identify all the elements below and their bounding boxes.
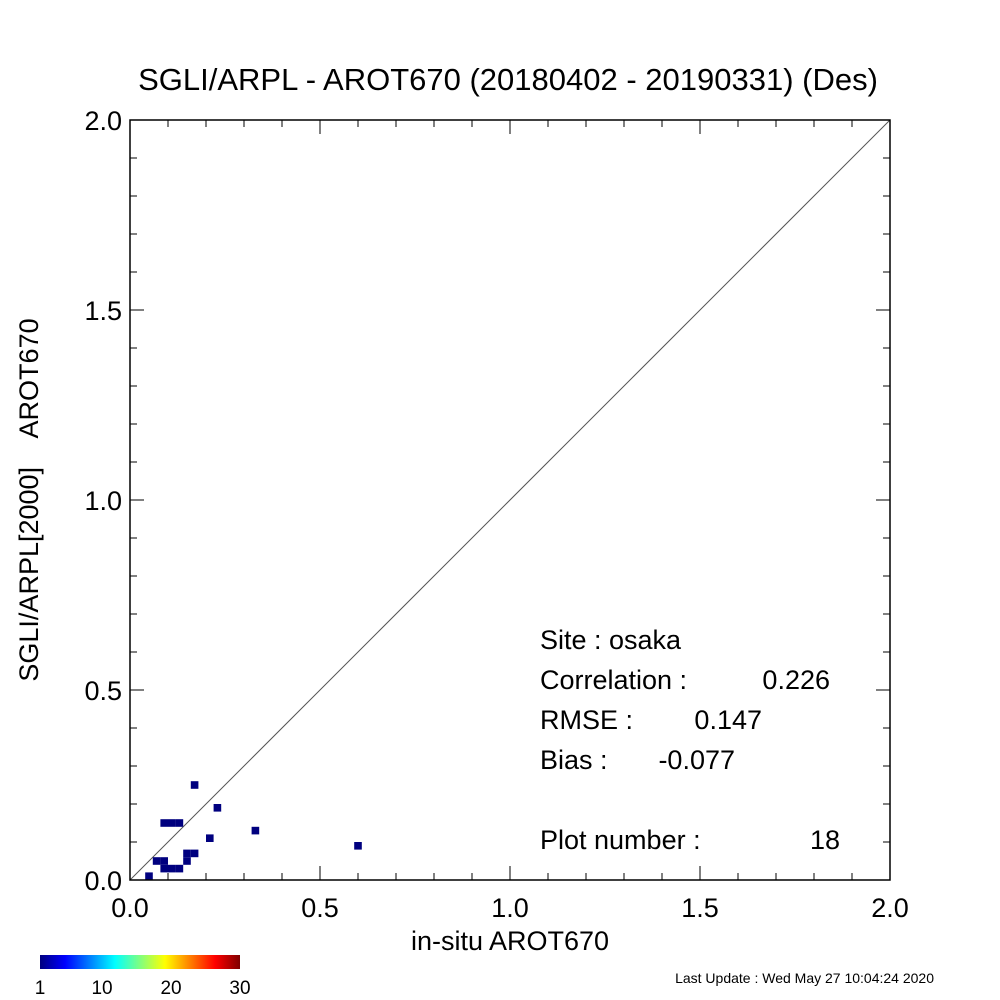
data-point [183,849,191,858]
data-point [160,864,168,873]
stats-box: Site : osaka Correlation : 0.226 RMSE : … [540,625,840,855]
y-axis-label: SGLI/ARPL[2000] AROT670 [14,318,44,681]
data-point [190,781,199,789]
colorbar-tick-label: 20 [160,978,181,999]
colorbar-labels: 1 10 20 30 [35,978,251,999]
data-point [206,834,214,842]
colorbar-tick-label: 1 [35,978,46,999]
stat-plot-number-label: Plot number : [540,825,701,855]
colorbar-gradient [40,955,240,969]
y-tick-label: 0.5 [84,676,122,706]
x-axis-label: in-situ AROT670 [411,926,609,956]
stat-rmse-value: 0.147 [694,705,762,735]
data-point [152,857,161,865]
stat-bias-label: Bias : [540,745,608,775]
x-tick-label: 1.5 [681,893,719,923]
plot-area: 0.0 0.5 1.0 1.5 2.0 0.0 0.5 1.0 1.5 2.0 [84,106,908,923]
stat-plot-number-value: 18 [810,825,840,855]
x-tick-label: 0.5 [301,893,339,923]
y-tick-label: 0.0 [84,866,122,896]
colorbar-tick-label: 30 [229,978,250,999]
data-point [354,842,362,850]
stat-bias-value: -0.077 [658,745,735,775]
x-tick-label: 1.0 [491,893,529,923]
data-point [168,864,176,873]
one-to-one-line [129,119,891,881]
stat-correlation-value: 0.226 [762,665,830,695]
data-point [213,804,222,812]
data-point [190,849,199,858]
data-point [251,826,260,835]
y-tick-label: 1.0 [84,486,122,516]
x-tick-label: 0.0 [111,893,149,923]
colorbar: 1 10 20 30 [35,955,251,999]
data-point [183,857,191,865]
y-tick-label: 1.5 [84,296,122,326]
data-point [160,819,168,827]
chart-title: SGLI/ARPL - AROT670 (20180402 - 20190331… [138,62,878,97]
y-tick-label: 2.0 [84,106,122,136]
data-point [145,872,153,880]
data-point [160,857,168,865]
x-tick-label: 2.0 [871,893,909,923]
data-point [175,819,184,827]
last-update-text: Last Update : Wed May 27 10:04:24 2020 [675,970,934,986]
stat-rmse-label: RMSE : [540,705,633,735]
stat-site: Site : osaka [540,625,682,655]
stat-correlation-label: Correlation : [540,665,687,695]
data-point [175,864,184,873]
colorbar-tick-label: 10 [91,978,112,999]
data-point [168,819,176,827]
